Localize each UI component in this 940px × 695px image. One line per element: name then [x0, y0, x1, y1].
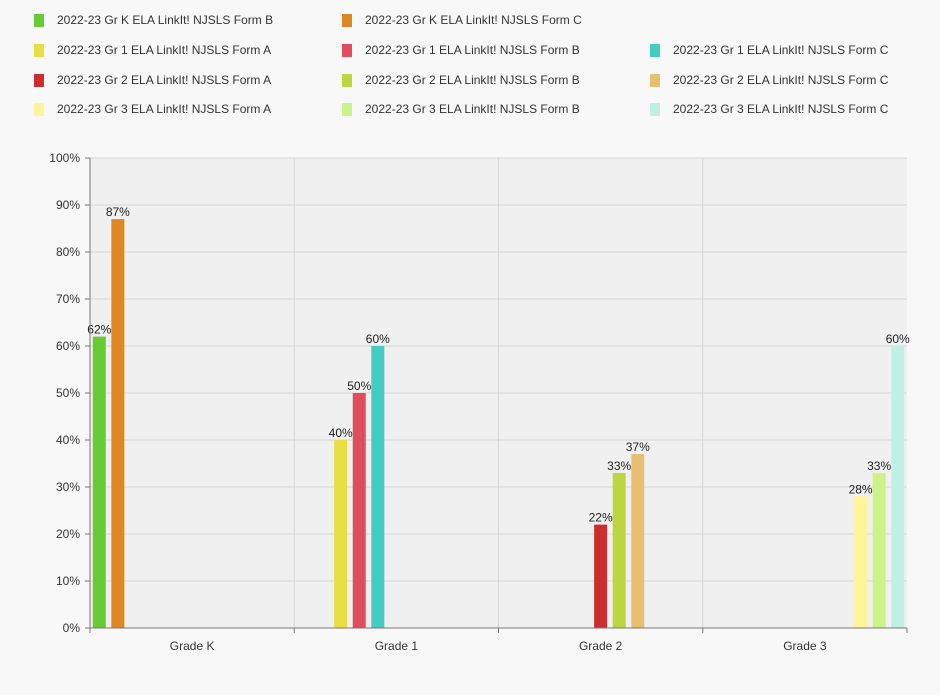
x-tick-label: Grade 1	[375, 639, 419, 653]
y-tick-label: 70%	[56, 292, 80, 306]
bar-value-label: 33%	[867, 459, 891, 473]
y-tick-label: 90%	[56, 198, 80, 212]
legend-label: 2022-23 Gr 3 ELA LinkIt! NJSLS Form B	[365, 102, 580, 116]
bar[interactable]	[854, 496, 868, 628]
bar-value-label: 60%	[366, 332, 390, 346]
y-tick-label: 30%	[56, 480, 80, 494]
legend-swatch	[34, 73, 44, 87]
bar-value-label: 50%	[347, 379, 371, 393]
y-tick-label: 50%	[56, 386, 80, 400]
legend-item[interactable]: 2022-23 Gr 2 ELA LinkIt! NJSLS Form A	[34, 72, 271, 88]
legend-label: 2022-23 Gr 2 ELA LinkIt! NJSLS Form A	[57, 73, 272, 87]
bar-value-label: 62%	[87, 323, 111, 337]
legend-swatch	[342, 73, 352, 87]
legend-swatch	[650, 43, 660, 57]
bar[interactable]	[594, 524, 608, 628]
gridlines	[90, 157, 907, 628]
legend-label: 2022-23 Gr 3 ELA LinkIt! NJSLS Form C	[673, 102, 889, 116]
legend-label: 2022-23 Gr 1 ELA LinkIt! NJSLS Form A	[57, 43, 272, 57]
legend-label: 2022-23 Gr 1 ELA LinkIt! NJSLS Form C	[673, 43, 889, 57]
y-tick-label: 60%	[56, 339, 80, 353]
legend-swatch	[342, 102, 352, 116]
legend-item[interactable]: 2022-23 Gr 1 ELA LinkIt! NJSLS Form B	[342, 42, 580, 58]
legend-label: 2022-23 Gr 2 ELA LinkIt! NJSLS Form B	[365, 73, 580, 87]
bar[interactable]	[612, 472, 626, 628]
bar[interactable]	[92, 336, 106, 628]
bar[interactable]	[872, 472, 886, 628]
legend-item[interactable]: 2022-23 Gr 3 ELA LinkIt! NJSLS Form B	[342, 101, 580, 117]
y-tick-label: 20%	[56, 527, 80, 541]
legend-item[interactable]: 2022-23 Gr K ELA LinkIt! NJSLS Form B	[34, 12, 273, 28]
legend-label: 2022-23 Gr K ELA LinkIt! NJSLS Form C	[365, 13, 582, 27]
bar[interactable]	[334, 440, 348, 628]
x-tick-label: Grade K	[170, 639, 215, 653]
bar-value-label: 28%	[849, 482, 873, 496]
legend-item[interactable]: 2022-23 Gr 1 ELA LinkIt! NJSLS Form A	[34, 42, 271, 58]
bar-value-label: 60%	[886, 332, 910, 346]
bar-value-label: 33%	[607, 459, 631, 473]
legend-item[interactable]: 2022-23 Gr 2 ELA LinkIt! NJSLS Form B	[342, 72, 580, 88]
legend-swatch	[34, 13, 44, 27]
legend-swatch	[34, 43, 44, 57]
legend-item[interactable]: 2022-23 Gr K ELA LinkIt! NJSLS Form C	[342, 12, 582, 28]
legend-label: 2022-23 Gr 3 ELA LinkIt! NJSLS Form A	[57, 102, 272, 116]
bar[interactable]	[631, 454, 645, 628]
bar-value-label: 37%	[626, 440, 650, 454]
y-tick-label: 0%	[63, 621, 81, 635]
bar-value-label: 22%	[589, 511, 613, 525]
legend-item[interactable]: 2022-23 Gr 3 ELA LinkIt! NJSLS Form C	[650, 101, 888, 117]
bar[interactable]	[891, 346, 905, 628]
x-tick-label: Grade 3	[783, 639, 827, 653]
axes: 0% 10% 20% 30% 40% 50% 60% 70% 80% 90% 100% Grade K…	[49, 151, 908, 653]
y-tick-label: 100%	[49, 151, 80, 165]
bar-value-label: 40%	[329, 426, 353, 440]
data-labels: 62% 87% 40% 50% 60% 22% 33% 37% 28% 33% 60%	[87, 205, 910, 524]
bar[interactable]	[352, 393, 366, 628]
legend-label: 2022-23 Gr K ELA LinkIt! NJSLS Form B	[57, 13, 274, 27]
bar-value-label: 87%	[106, 205, 130, 219]
bar[interactable]	[371, 346, 385, 628]
x-tick-label: Grade 2	[579, 639, 623, 653]
legend-label: 2022-23 Gr 1 ELA LinkIt! NJSLS Form B	[365, 43, 580, 57]
y-tick-label: 10%	[56, 574, 80, 588]
legend-item[interactable]: 2022-23 Gr 3 ELA LinkIt! NJSLS Form A	[34, 101, 271, 117]
bars	[92, 219, 905, 628]
legend-swatch	[342, 13, 352, 27]
legend-item[interactable]: 2022-23 Gr 1 ELA LinkIt! NJSLS Form C	[650, 42, 888, 58]
bar[interactable]	[111, 219, 125, 628]
chart-legend: 2022-23 Gr K ELA LinkIt! NJSLS Form B 202…	[0, 0, 940, 130]
legend-swatch	[650, 102, 660, 116]
y-tick-label: 40%	[56, 433, 80, 447]
legend-item[interactable]: 2022-23 Gr 2 ELA LinkIt! NJSLS Form C	[650, 72, 888, 88]
legend-swatch	[650, 73, 660, 87]
y-tick-label: 80%	[56, 245, 80, 259]
legend-label: 2022-23 Gr 2 ELA LinkIt! NJSLS Form C	[673, 73, 889, 87]
legend-swatch	[34, 102, 44, 116]
legend-swatch	[342, 43, 352, 57]
